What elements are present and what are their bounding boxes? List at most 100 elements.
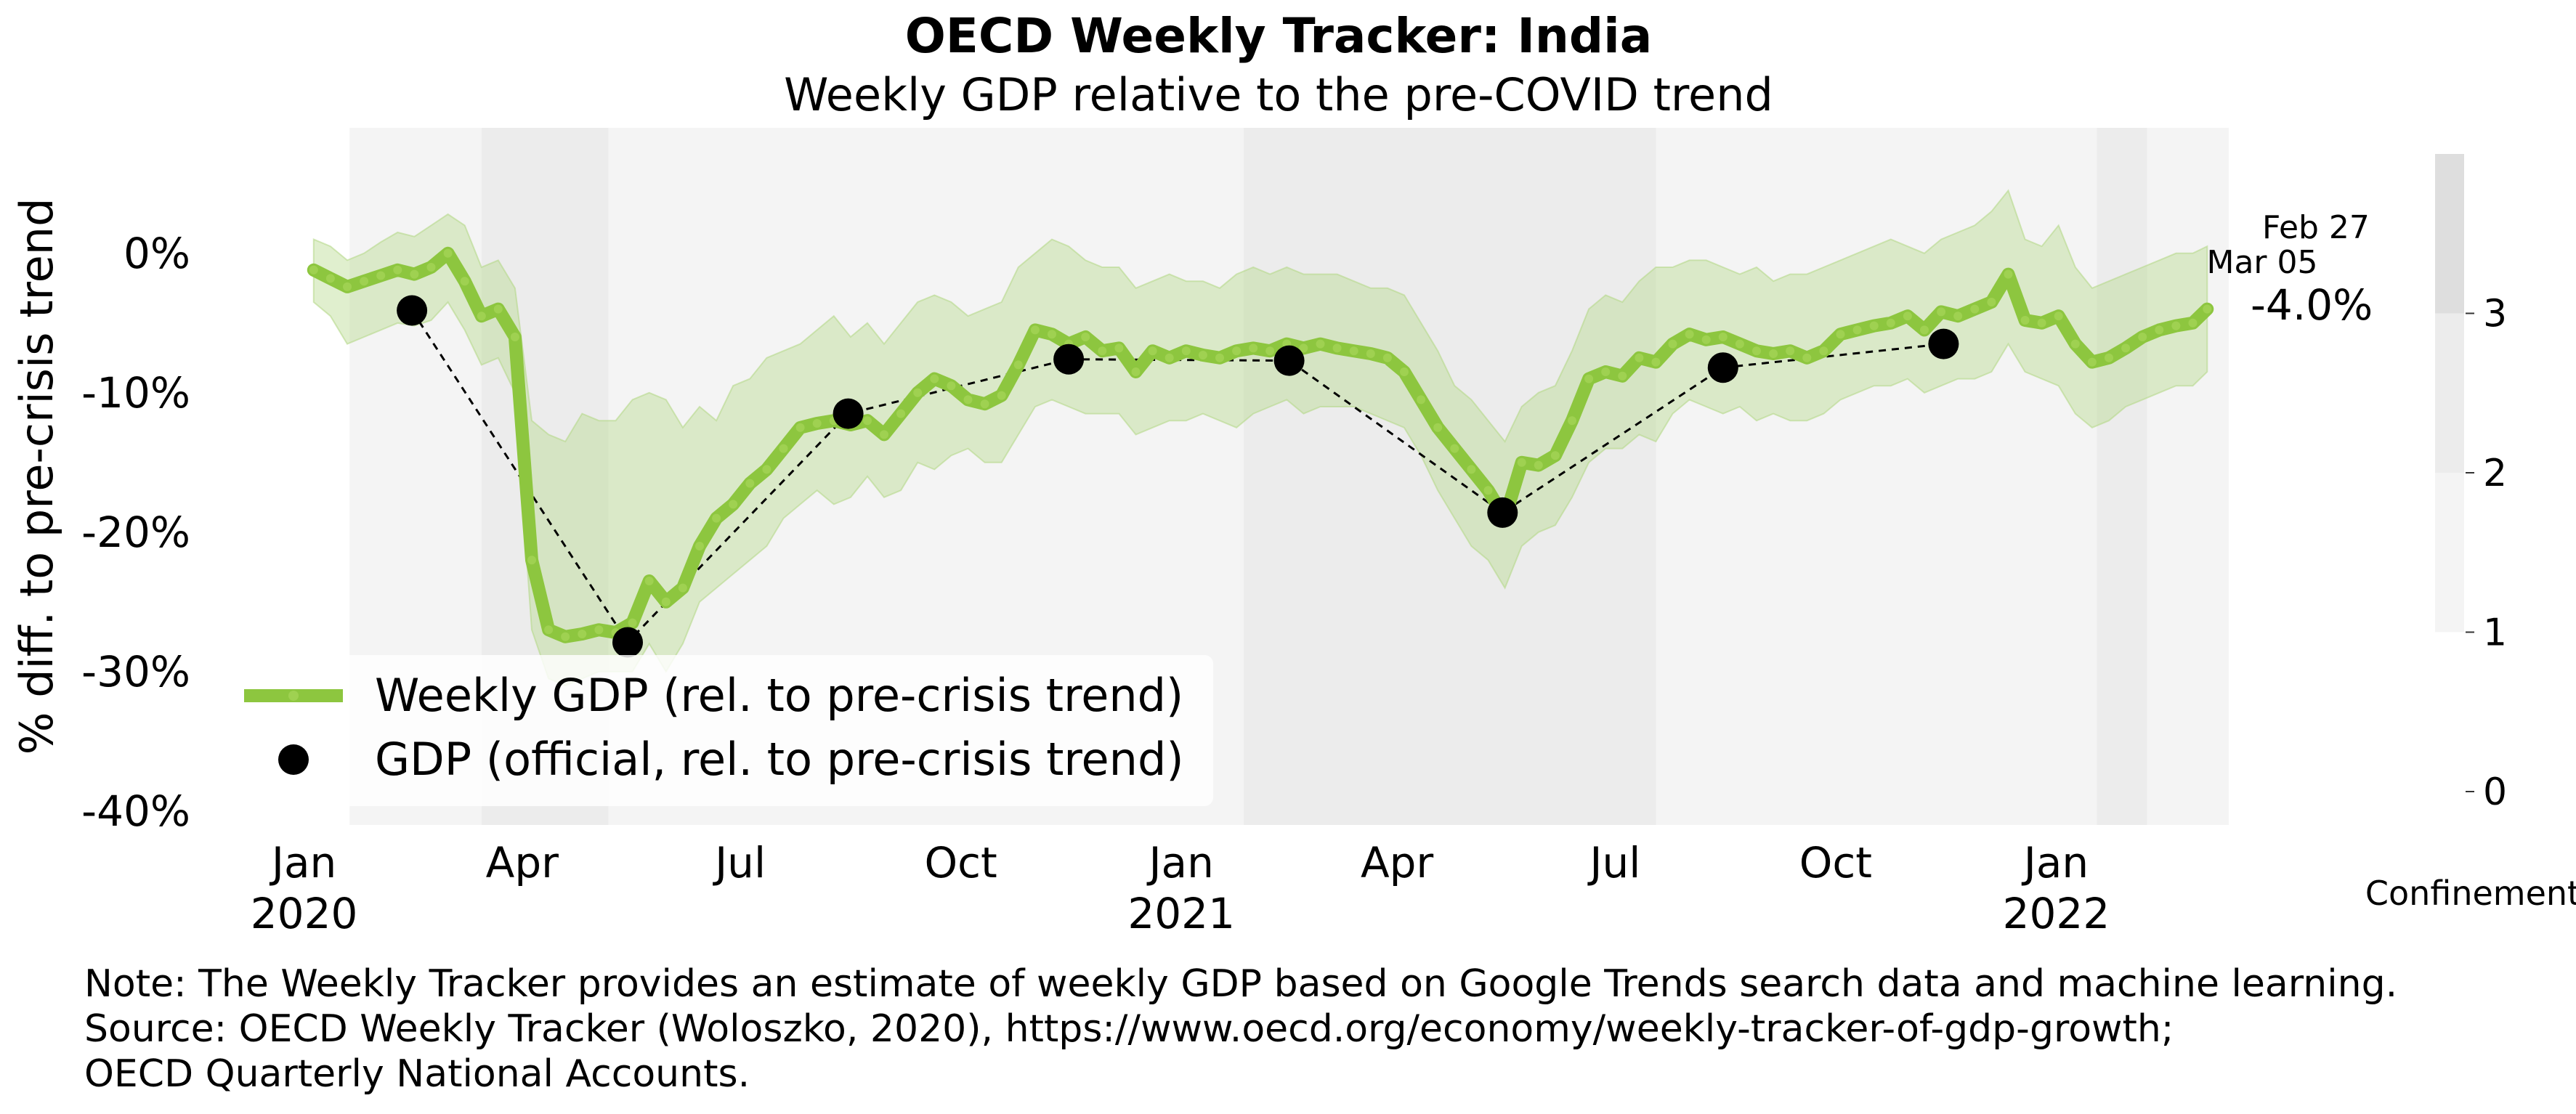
end-annotation-date-1: Feb 27 [2262, 209, 2370, 246]
weekly-gdp-point-22 [678, 583, 687, 593]
note-line-2: Source: OECD Weekly Tracker (Woloszko, 2… [84, 1007, 2174, 1051]
official-gdp-points [397, 295, 1959, 658]
weekly-gdp-point-24 [712, 513, 721, 523]
weekly-gdp-point-26 [745, 479, 755, 488]
weekly-gdp-point-97 [1937, 307, 1946, 317]
weekly-gdp-point-41 [997, 391, 1006, 400]
weekly-gdp-point-33 [863, 416, 872, 426]
weekly-gdp-point-3 [360, 277, 369, 286]
weekly-gdp-point-98 [1953, 312, 1963, 321]
x-tick-label-5: Apr [1361, 838, 1433, 887]
weekly-gdp-point-7 [426, 263, 436, 272]
colorbar-segment-0 [2435, 473, 2464, 633]
confinement-colorbar: 0 1 2 3 [2435, 154, 2507, 814]
weekly-gdp-point-37 [930, 374, 939, 383]
weekly-gdp-point-62 [1349, 346, 1358, 356]
official-gdp-point-4 [1273, 345, 1305, 376]
weekly-gdp-point-5 [393, 265, 402, 275]
colorbar-tick-label-0: 0 [2483, 771, 2507, 814]
confinement-period-4 [1656, 128, 2097, 825]
weekly-gdp-point-91 [1836, 330, 1845, 339]
weekly-gdp-point-43 [1030, 325, 1040, 335]
x-tick-year-4: 2021 [1127, 889, 1235, 938]
weekly-gdp-point-53 [1198, 351, 1207, 359]
weekly-gdp-point-17 [594, 625, 604, 635]
weekly-gdp-point-96 [1920, 325, 1929, 335]
x-tick-label-3: Oct [924, 838, 997, 887]
weekly-gdp-point-78 [1618, 371, 1627, 381]
weekly-gdp-point-79 [1635, 353, 1644, 362]
x-tick-label-7: Oct [1799, 838, 1872, 887]
weekly-gdp-point-36 [913, 388, 923, 397]
official-gdp-point-0 [397, 295, 428, 326]
weekly-gdp-point-68 [1450, 444, 1459, 453]
weekly-gdp-point-88 [1786, 346, 1795, 356]
weekly-gdp-point-54 [1215, 353, 1224, 362]
weekly-gdp-point-63 [1366, 349, 1375, 358]
weekly-gdp-point-21 [661, 597, 671, 606]
weekly-gdp-point-30 [812, 419, 822, 428]
weekly-gdp-point-64 [1382, 353, 1392, 362]
weekly-gdp-point-27 [762, 465, 771, 474]
weekly-gdp-point-35 [896, 409, 906, 418]
legend-weekly-marker [288, 691, 299, 701]
weekly-gdp-point-20 [644, 577, 654, 585]
weekly-gdp-point-50 [1148, 346, 1157, 356]
weekly-gdp-point-29 [795, 423, 805, 432]
weekly-gdp-point-70 [1483, 486, 1493, 495]
weekly-gdp-point-0 [309, 265, 318, 275]
weekly-gdp-point-112 [2188, 318, 2198, 328]
colorbar-tick-label-3: 3 [2483, 293, 2507, 336]
weekly-gdp-point-73 [1534, 460, 1543, 470]
weekly-gdp-point-109 [2138, 333, 2147, 341]
y-axis-label: % diff. to pre-crisis trend [10, 198, 63, 755]
chart-subtitle: Weekly GDP relative to the pre-COVID tre… [784, 68, 1773, 121]
weekly-gdp-point-9 [460, 277, 469, 286]
weekly-gdp-point-83 [1701, 335, 1711, 344]
weekly-gdp-line-group [307, 246, 2214, 643]
weekly-gdp-point-66 [1417, 395, 1426, 404]
note-line-1: Note: The Weekly Tracker provides an est… [84, 962, 2397, 1006]
weekly-gdp-point-16 [578, 630, 587, 638]
official-gdp-point-6 [1707, 352, 1738, 383]
weekly-gdp-point-72 [1517, 458, 1526, 467]
colorbar-segment-1 [2435, 313, 2464, 473]
confidence-band [312, 189, 2208, 687]
weekly-gdp-point-11 [493, 304, 503, 314]
weekly-gdp-point-89 [1802, 353, 1812, 362]
legend-official-marker [278, 744, 309, 775]
weekly-gdp-point-23 [695, 542, 704, 550]
weekly-gdp-point-39 [963, 395, 973, 404]
confinement-period-3 [1243, 128, 1656, 825]
weekly-gdp-point-90 [1819, 346, 1828, 356]
official-gdp-point-1 [612, 627, 643, 658]
weekly-gdp-point-99 [1970, 304, 1980, 314]
weekly-gdp-point-75 [1568, 416, 1576, 426]
weekly-gdp-point-15 [561, 632, 570, 641]
x-tick-label-1: Apr [486, 838, 559, 887]
legend-official-label: GDP (official, rel. to pre-crisis trend) [375, 733, 1184, 786]
weekly-gdp-point-101 [2004, 269, 2013, 279]
weekly-gdp-point-86 [1752, 346, 1761, 356]
x-tick-year-0: 2020 [251, 889, 358, 938]
weekly-gdp-point-2 [343, 282, 352, 291]
weekly-gdp-point-51 [1165, 353, 1174, 362]
weekly-gdp-point-25 [729, 500, 738, 509]
weekly-gdp-point-12 [510, 333, 519, 341]
confidence-band-area [312, 189, 2208, 687]
weekly-gdp-point-6 [410, 269, 419, 279]
weekly-gdp-point-13 [527, 556, 536, 565]
y-tick-label-4: -40% [81, 786, 190, 836]
weekly-gdp-point-92 [1852, 325, 1862, 335]
confinement-label: Confinement [2365, 874, 2576, 913]
legend-weekly-label: Weekly GDP (rel. to pre-crisis trend) [375, 669, 1183, 722]
colorbar-tick-label-1: 1 [2483, 611, 2507, 655]
weekly-gdp-point-10 [477, 312, 486, 321]
weekly-gdp-point-95 [1903, 312, 1912, 321]
weekly-gdp-point-87 [1769, 349, 1778, 358]
weekly-gdp-point-61 [1332, 343, 1342, 353]
weekly-gdp-point-49 [1131, 367, 1141, 376]
weekly-gdp-point-65 [1400, 367, 1409, 376]
weekly-gdp-point-44 [1048, 330, 1056, 339]
chart-title: OECD Weekly Tracker: India [905, 8, 1653, 64]
